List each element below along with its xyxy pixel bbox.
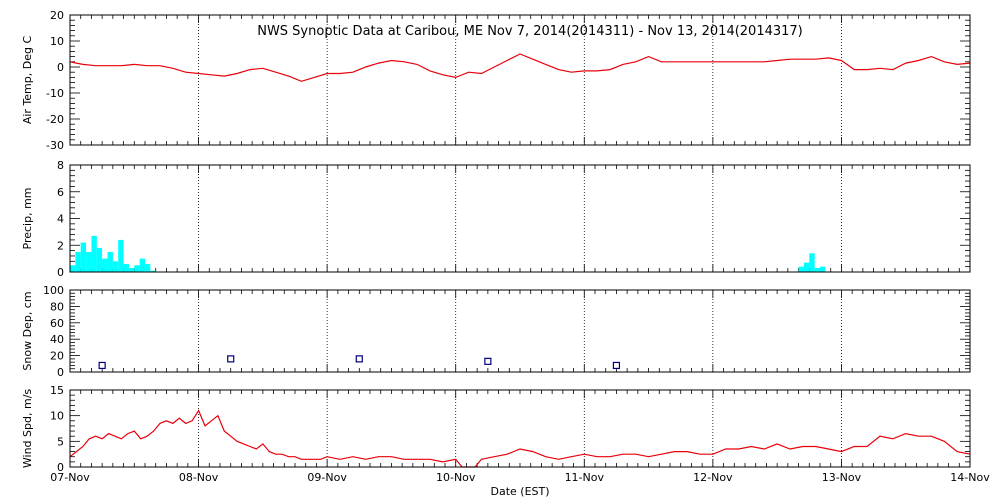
ytick-label: 10 (50, 35, 64, 48)
y-axis-label: Wind Spd, m/s (21, 389, 34, 469)
xtick-label: 11-Nov (565, 471, 605, 484)
ytick-label: 40 (50, 333, 64, 346)
ytick-label: 0 (57, 61, 64, 74)
precip-bar (803, 262, 810, 272)
ytick-label: 20 (50, 350, 64, 363)
precip-bar (798, 266, 804, 272)
precip-bar (134, 265, 140, 272)
ytick-label: 0 (57, 461, 64, 474)
air-temp-series-line (69, 53, 971, 82)
precip-bar (80, 242, 87, 272)
ytick-label: -10 (46, 87, 64, 100)
precip-bar (150, 270, 156, 272)
y-axis-label: Precip, mm (21, 188, 34, 250)
snow-depth-point (484, 357, 492, 365)
precip-bar (123, 263, 129, 272)
precip-bar (107, 251, 113, 272)
xtick-label: 12-Nov (693, 471, 733, 484)
precip-bar (809, 253, 815, 272)
xtick-label: 08-Nov (179, 471, 219, 484)
ytick-label: 5 (57, 435, 64, 448)
xtick-label: 09-Nov (307, 471, 347, 484)
snow-depth-point (98, 361, 106, 370)
precip-bar (91, 235, 97, 272)
y-axis-label: Snow Dep, cm (21, 291, 34, 370)
precip-bar (118, 239, 124, 272)
precip-bar (86, 251, 92, 272)
ytick-label: 2 (57, 239, 64, 252)
chart-title: NWS Synoptic Data at Caribou, ME Nov 7, … (257, 24, 803, 39)
snow-depth-point (227, 355, 235, 363)
ytick-label: 60 (50, 317, 64, 330)
ytick-label: -30 (46, 139, 64, 152)
xtick-label: 13-Nov (822, 471, 862, 484)
precip-bar (96, 247, 103, 272)
snow-depth-point (612, 361, 621, 370)
wind-speed-series-line (69, 409, 971, 468)
ytick-label: 10 (50, 410, 64, 423)
panel-frame (69, 289, 971, 373)
panel-frame (69, 389, 971, 468)
precip-bar (75, 251, 81, 272)
precip-bar (139, 258, 146, 272)
precip-bar (128, 267, 135, 272)
xtick-label: 14-Nov (950, 471, 990, 484)
precip-bar (70, 265, 76, 272)
ytick-label: 8 (57, 159, 64, 172)
precip-bar (144, 263, 151, 272)
panel-frame (69, 14, 971, 146)
ytick-label: 0 (57, 266, 64, 279)
ytick-label: 6 (57, 186, 64, 199)
precip-bar (102, 258, 108, 272)
snow-depth-point (355, 355, 363, 363)
precip-bar (112, 261, 119, 272)
precip-bar (819, 266, 826, 272)
panel-frame (69, 164, 971, 273)
precip-bar (814, 267, 821, 272)
ytick-label: 100 (43, 284, 64, 297)
ytick-label: 15 (50, 384, 64, 397)
x-axis-label: Date (EST) (490, 485, 549, 498)
ytick-label: 4 (57, 213, 64, 226)
xtick-label: 10-Nov (436, 471, 476, 484)
y-axis-label: Air Temp, Deg C (21, 36, 34, 125)
ytick-label: -20 (46, 113, 64, 126)
ytick-label: 20 (50, 9, 64, 22)
xtick-label: 07-Nov (50, 471, 90, 484)
ytick-label: 0 (57, 366, 64, 379)
ytick-label: 80 (50, 300, 64, 313)
